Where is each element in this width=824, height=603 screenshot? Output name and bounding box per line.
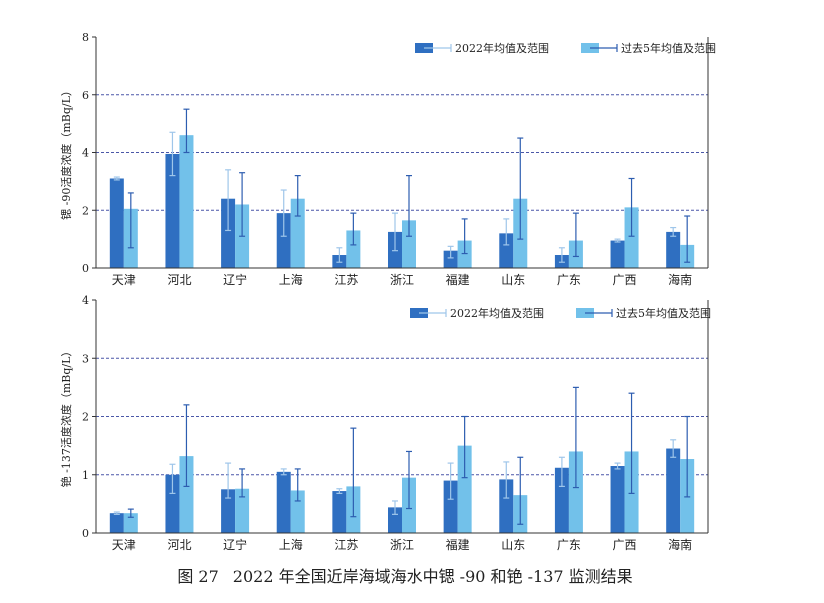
bar-current-10 bbox=[610, 466, 625, 533]
y-tick-label: 6 bbox=[82, 89, 89, 102]
x-tick-label: 广西 bbox=[613, 273, 637, 287]
x-tick-label: 上海 bbox=[279, 537, 303, 552]
x-tick-label: 河北 bbox=[167, 538, 191, 552]
legend: 2022年均值及范围 过去5年均值及范围 bbox=[415, 41, 716, 55]
y-axis-title: 铯 -137活度浓度（mBq/L） bbox=[59, 346, 73, 488]
y-tick-label: 4 bbox=[82, 294, 89, 307]
x-tick-label: 福建 bbox=[446, 272, 470, 287]
x-tick-label: 江苏 bbox=[334, 273, 358, 287]
figure-number: 图 27 bbox=[177, 567, 219, 586]
x-tick-label: 辽宁 bbox=[223, 272, 247, 287]
bar-current-8 bbox=[499, 479, 514, 533]
bar-history-6 bbox=[402, 220, 416, 268]
x-tick-label: 天津 bbox=[112, 538, 136, 552]
y-tick-label: 8 bbox=[82, 31, 89, 44]
y-tick-label: 1 bbox=[82, 469, 89, 482]
x-tick-label: 海南 bbox=[668, 537, 692, 552]
y-tick-label: 0 bbox=[82, 262, 89, 275]
bar-current-11 bbox=[666, 231, 681, 268]
y-tick-label: 2 bbox=[82, 204, 89, 217]
bar-history-4 bbox=[290, 198, 305, 268]
chart-panel-1: 0 2 4 6 8 天津 河北 辽宁 上海 江苏 浙江 福建 山东 广东 广西 海南 锶 -90活度浓度（mBq… bbox=[59, 31, 716, 287]
legend: 2022年均值及范围 过去5年均值及范围 bbox=[410, 306, 711, 320]
x-tick-label: 浙江 bbox=[390, 273, 414, 287]
x-tick-label: 海南 bbox=[668, 272, 692, 287]
bar-history-2 bbox=[179, 135, 194, 268]
y-tick-label: 3 bbox=[82, 352, 89, 365]
legend-label: 2022年均值及范围 bbox=[455, 41, 549, 55]
x-tick-label: 天津 bbox=[112, 273, 136, 287]
bar-history-3 bbox=[235, 488, 250, 533]
bar-current-9 bbox=[554, 467, 569, 533]
x-tick-label: 广西 bbox=[613, 538, 637, 552]
x-tick-label: 浙江 bbox=[390, 538, 414, 552]
bar-current-2 bbox=[165, 474, 180, 533]
figure-title: 2022 年全国近岸海域海水中锶 -90 和铯 -137 监测结果 bbox=[232, 567, 633, 586]
legend-label: 过去5年均值及范围 bbox=[616, 306, 711, 320]
bar-history-5 bbox=[346, 230, 361, 268]
y-tick-label: 4 bbox=[82, 147, 89, 160]
bar-history-4 bbox=[290, 490, 305, 533]
bar-current-4 bbox=[276, 471, 291, 533]
legend-label: 2022年均值及范围 bbox=[450, 306, 544, 320]
y-tick-label: 2 bbox=[82, 411, 89, 424]
bar-current-7 bbox=[443, 250, 458, 268]
bar-history-9 bbox=[568, 451, 583, 533]
bar-current-3 bbox=[221, 489, 236, 533]
bar-current-7 bbox=[443, 480, 458, 533]
chart-panel-2: 0 1 2 3 4 天津 河北 辽宁 上海 江苏 浙江 福建 山东 广东 广西 海南 铯 -137活度浓度（mB… bbox=[59, 294, 711, 552]
bar-current-8 bbox=[499, 233, 514, 268]
bar-history-7 bbox=[457, 240, 472, 268]
x-tick-label: 山东 bbox=[501, 538, 525, 552]
x-tick-label: 山东 bbox=[501, 273, 525, 287]
figure-caption: 图 27 2022 年全国近岸海域海水中锶 -90 和铯 -137 监测结果 bbox=[0, 563, 824, 587]
bar-current-5 bbox=[332, 491, 347, 533]
bar-current-11 bbox=[666, 448, 681, 533]
bar-current-10 bbox=[610, 240, 625, 268]
x-tick-label: 江苏 bbox=[334, 538, 358, 552]
x-tick-label: 广东 bbox=[557, 273, 581, 287]
bar-current-3 bbox=[221, 198, 236, 268]
legend-label: 过去5年均值及范围 bbox=[621, 41, 716, 55]
x-tick-label: 河北 bbox=[167, 273, 191, 287]
bar-current-4 bbox=[276, 213, 291, 268]
bar-current-6 bbox=[388, 507, 402, 533]
bar-history-2 bbox=[179, 456, 194, 533]
x-tick-label: 辽宁 bbox=[223, 537, 247, 552]
bar-history-7 bbox=[457, 445, 472, 533]
x-tick-label: 广东 bbox=[557, 538, 581, 552]
bar-history-1 bbox=[123, 513, 138, 533]
bar-current-2 bbox=[165, 153, 180, 268]
x-tick-label: 福建 bbox=[446, 537, 470, 552]
x-tick-label: 上海 bbox=[279, 272, 303, 287]
bar-history-10 bbox=[624, 207, 639, 268]
bar-current-1 bbox=[109, 513, 124, 533]
bar-current-1 bbox=[109, 178, 124, 268]
y-tick-label: 0 bbox=[82, 527, 89, 540]
y-axis-title: 锶 -90活度浓度（mBq/L） bbox=[59, 85, 73, 220]
